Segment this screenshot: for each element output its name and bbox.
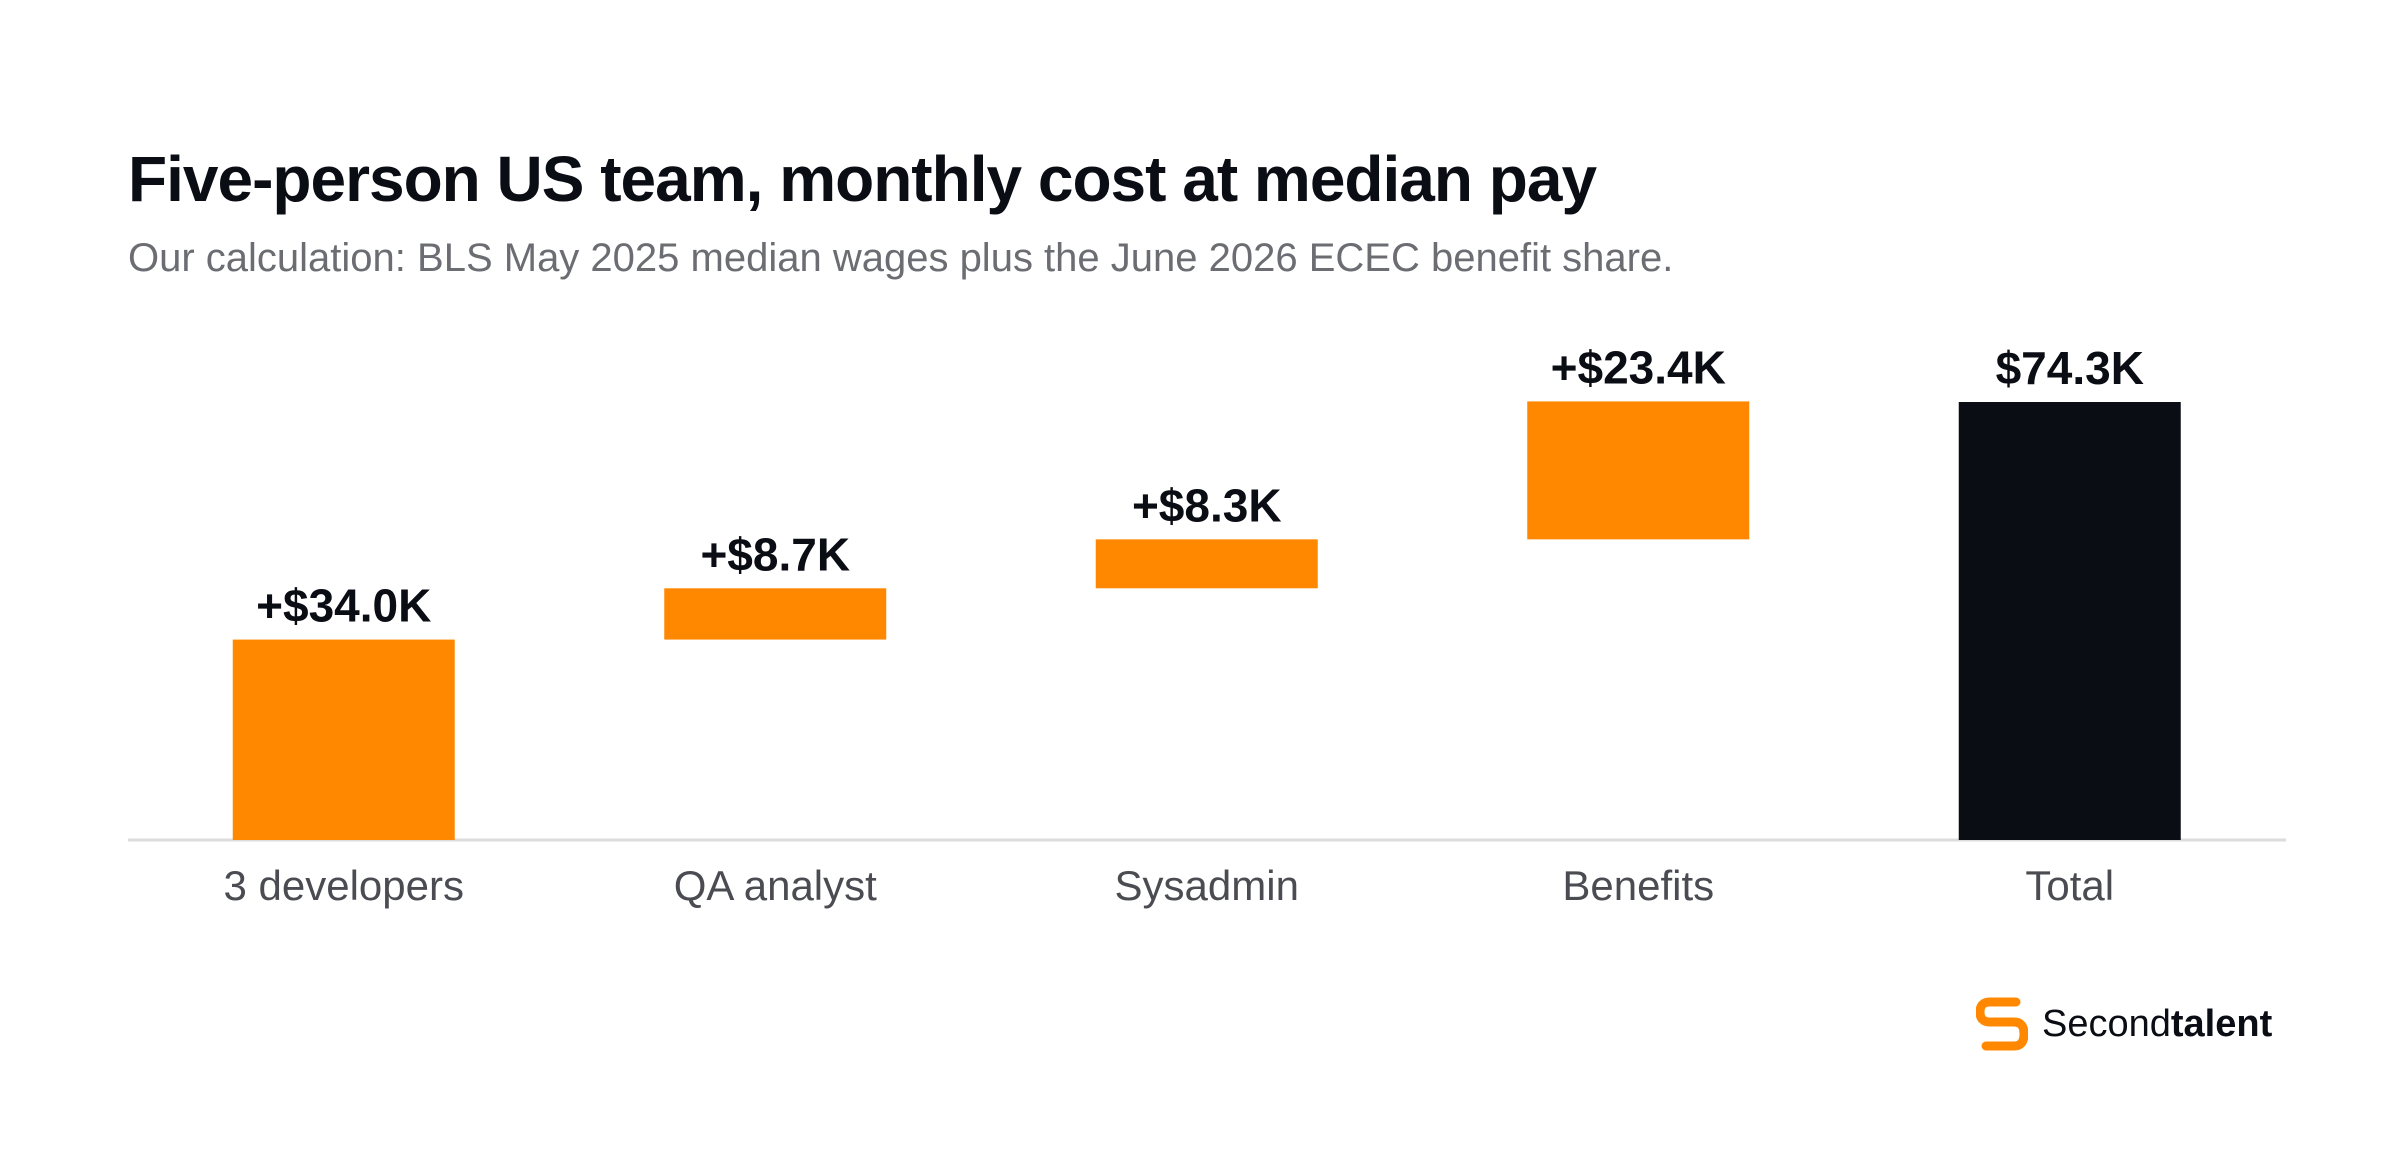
bar-benefits bbox=[1527, 401, 1750, 540]
data-label: +$23.4K bbox=[1551, 341, 1726, 393]
bar-3-developers bbox=[232, 639, 455, 840]
bar-sysadmin bbox=[1095, 539, 1318, 589]
bar-qa-analyst bbox=[664, 588, 887, 640]
category-label: QA analyst bbox=[674, 862, 877, 909]
category-label: Sysadmin bbox=[1115, 862, 1299, 909]
chart-title: Five-person US team, monthly cost at med… bbox=[128, 143, 1597, 215]
brand-name-regular: Second bbox=[2042, 1002, 2171, 1045]
category-label: Total bbox=[2025, 862, 2114, 909]
brand-name: Secondtalent bbox=[2042, 1003, 2272, 1046]
chart-subtitle: Our calculation: BLS May 2025 median wag… bbox=[128, 236, 1674, 280]
bar-total bbox=[1958, 402, 2181, 840]
data-label: +$34.0K bbox=[256, 580, 431, 632]
data-label: +$8.7K bbox=[700, 528, 850, 580]
secondtalent-logo-icon bbox=[1976, 997, 2028, 1051]
category-label: Benefits bbox=[1562, 862, 1714, 909]
data-label: $74.3K bbox=[1996, 342, 2144, 394]
category-label: 3 developers bbox=[224, 862, 465, 909]
data-label: +$8.3K bbox=[1132, 479, 1282, 531]
brand-logo: Secondtalent bbox=[1976, 994, 2272, 1054]
brand-name-bold: talent bbox=[2170, 1002, 2273, 1045]
